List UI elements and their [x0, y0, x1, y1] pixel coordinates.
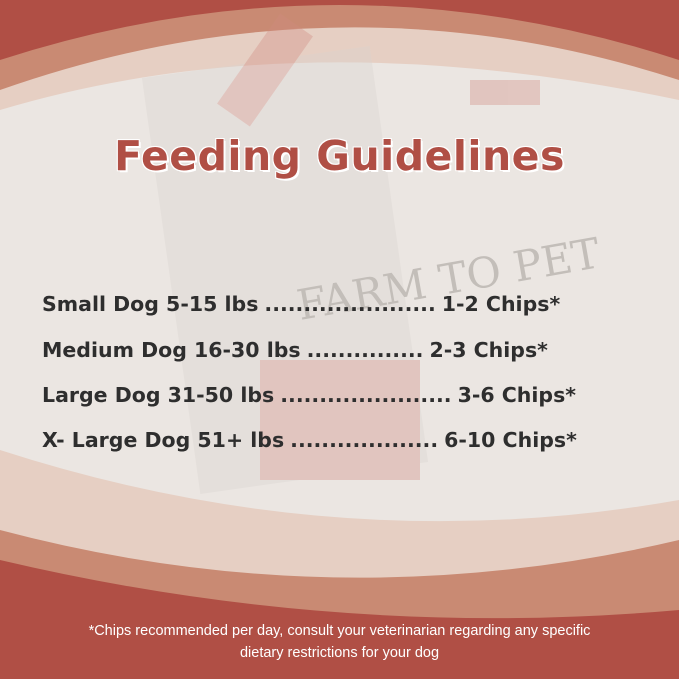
leader-dots: ......................	[280, 383, 452, 407]
footnote-line: *Chips recommended per day, consult your…	[88, 623, 591, 639]
page-title: Feeding Guidelines	[114, 132, 565, 180]
footnote-line: dietary restrictions for your dog	[239, 645, 440, 661]
dog-size: X- Large Dog 51+ lbs	[42, 428, 285, 452]
product-photo: FARM TO PET	[141, 13, 604, 494]
leader-dots: ......................	[264, 292, 436, 316]
feeding-row: Large Dog 31-50 lbs.....................…	[42, 383, 576, 407]
chip-amount: 6-10 Chips*	[444, 428, 577, 452]
product-photo-area	[0, 62, 679, 522]
dog-size: Medium Dog 16-30 lbs	[42, 338, 301, 362]
chip-amount: 2-3 Chips*	[429, 338, 548, 362]
dog-size: Large Dog 31-50 lbs	[42, 383, 275, 407]
feeding-row: X- Large Dog 51+ lbs................... 6…	[42, 428, 577, 452]
footnote: *Chips recommended per day, consult your…	[0, 620, 679, 664]
leader-dots: ...................	[290, 428, 439, 452]
chip-amount: 1-2 Chips*	[441, 292, 561, 316]
leader-dots: ...............	[306, 338, 424, 362]
dog-size: Small Dog 5-15 lbs	[42, 292, 259, 316]
feeding-row: Small Dog 5-15 lbs......................…	[42, 292, 560, 316]
chip-amount: 3-6 Chips*	[457, 383, 577, 407]
feeding-row: Medium Dog 16-30 lbs............... 2-3 C…	[42, 338, 548, 362]
